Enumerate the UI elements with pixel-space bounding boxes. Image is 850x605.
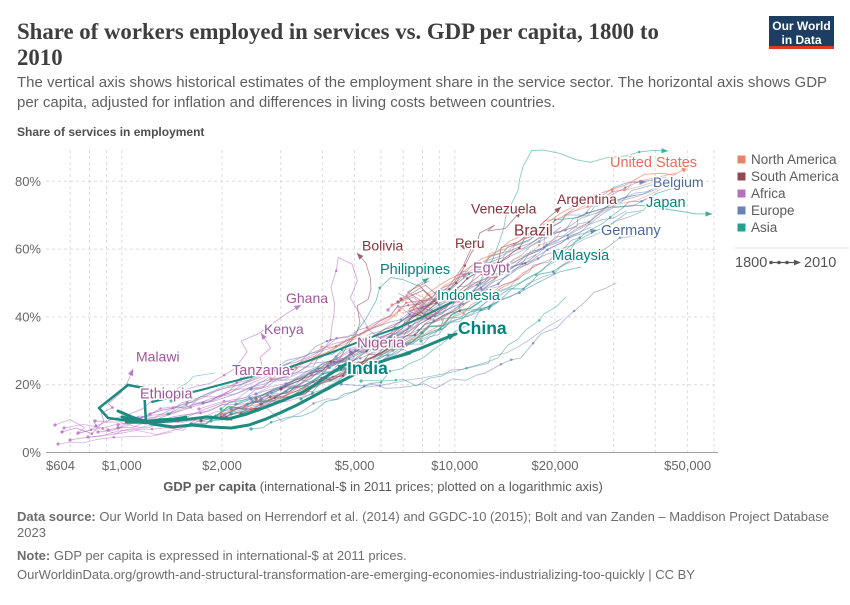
svg-text:Venezuela: Venezuela bbox=[471, 201, 537, 217]
svg-text:$5,000: $5,000 bbox=[335, 458, 375, 473]
svg-text:60%: 60% bbox=[15, 242, 41, 257]
svg-text:Nigeria: Nigeria bbox=[357, 335, 405, 352]
svg-text:Argentina: Argentina bbox=[557, 191, 617, 207]
svg-text:Europe: Europe bbox=[751, 203, 795, 218]
svg-text:Belgium: Belgium bbox=[653, 174, 704, 190]
svg-text:40%: 40% bbox=[15, 309, 41, 324]
svg-text:Kenya: Kenya bbox=[264, 321, 304, 337]
svg-text:Tanzania: Tanzania bbox=[232, 363, 291, 379]
svg-text:Indonesia: Indonesia bbox=[437, 288, 501, 304]
svg-text:1800: 1800 bbox=[735, 255, 767, 271]
svg-text:Egypt: Egypt bbox=[473, 261, 510, 277]
svg-text:Ghana: Ghana bbox=[286, 290, 328, 306]
svg-text:$20,000: $20,000 bbox=[532, 458, 579, 473]
svg-text:India: India bbox=[347, 358, 388, 378]
svg-text:Philippines: Philippines bbox=[380, 262, 450, 278]
svg-text:Malaysia: Malaysia bbox=[552, 248, 610, 264]
svg-text:Malawi: Malawi bbox=[136, 349, 180, 365]
svg-text:Germany: Germany bbox=[601, 223, 661, 239]
svg-text:United States: United States bbox=[610, 155, 697, 171]
svg-text:$10,000: $10,000 bbox=[431, 458, 478, 473]
svg-text:80%: 80% bbox=[15, 174, 41, 189]
svg-text:$50,000: $50,000 bbox=[664, 458, 711, 473]
svg-text:20%: 20% bbox=[15, 377, 41, 392]
svg-text:0%: 0% bbox=[22, 445, 41, 460]
svg-text:Africa: Africa bbox=[751, 186, 786, 201]
svg-text:Peru: Peru bbox=[455, 235, 485, 251]
svg-text:Ethiopia: Ethiopia bbox=[140, 387, 193, 403]
svg-text:South America: South America bbox=[751, 169, 839, 184]
svg-text:Brazil: Brazil bbox=[514, 223, 553, 240]
svg-text:$1,000: $1,000 bbox=[102, 458, 142, 473]
svg-text:China: China bbox=[458, 318, 507, 338]
svg-text:Asia: Asia bbox=[751, 220, 778, 235]
svg-text:North America: North America bbox=[751, 152, 837, 167]
svg-text:Japan: Japan bbox=[646, 195, 686, 211]
svg-text:2010: 2010 bbox=[804, 255, 836, 271]
svg-text:Bolivia: Bolivia bbox=[362, 238, 403, 254]
svg-text:$2,000: $2,000 bbox=[202, 458, 242, 473]
svg-text:$604: $604 bbox=[46, 458, 75, 473]
